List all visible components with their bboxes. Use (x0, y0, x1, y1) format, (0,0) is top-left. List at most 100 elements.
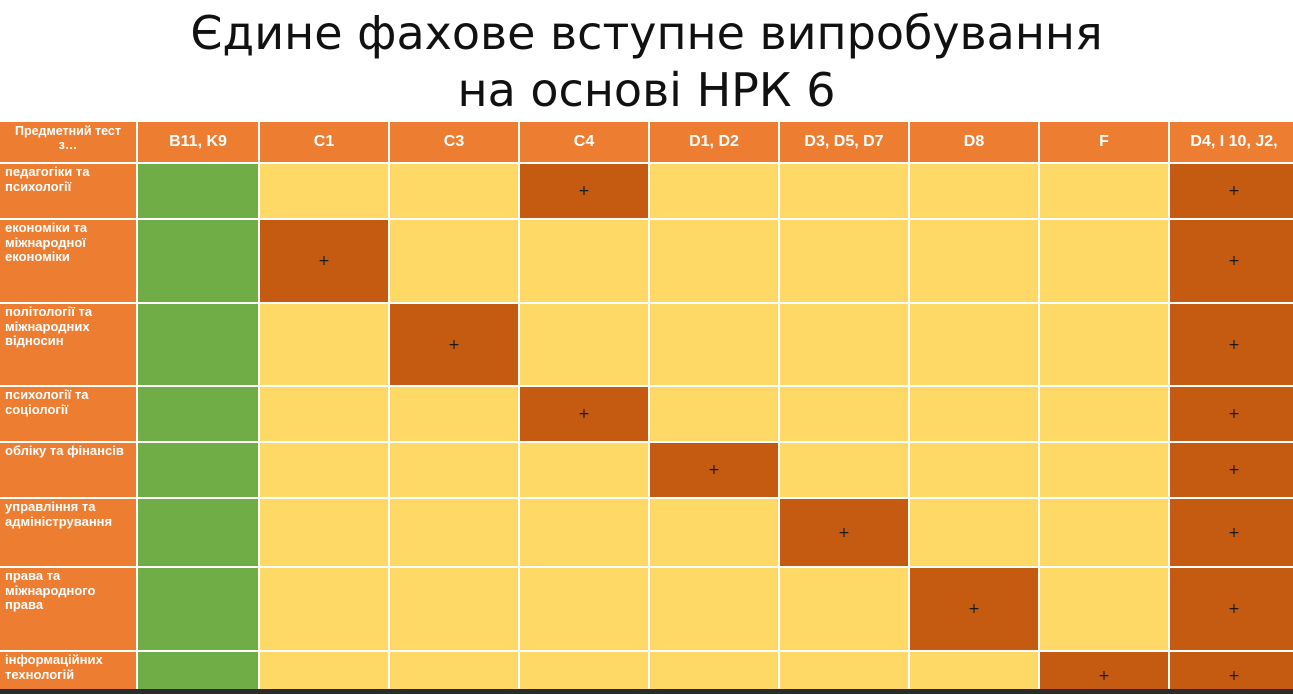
empty-cell (780, 387, 910, 443)
empty-cell (520, 304, 650, 387)
row-label: політології та міжнародних відносин (0, 304, 138, 387)
empty-cell (1040, 499, 1170, 568)
empty-cell (910, 164, 1040, 220)
plus-mark: + (1228, 601, 1240, 617)
empty-cell (780, 220, 910, 304)
empty-cell (390, 164, 520, 220)
row-label: управління та адміністрування (0, 499, 138, 568)
empty-cell (780, 164, 910, 220)
row-label: інформаційних технологій (0, 652, 138, 694)
column-header: B11, K9 (138, 122, 260, 164)
marked-cell: + (1170, 568, 1293, 652)
empty-cell (520, 652, 650, 694)
empty-cell (650, 568, 780, 652)
plus-mark: + (1228, 524, 1240, 541)
column-header: D8 (910, 122, 1040, 164)
marked-cell: + (520, 164, 650, 220)
green-cell (138, 387, 260, 443)
marked-cell: + (910, 568, 1040, 652)
green-cell (138, 499, 260, 568)
plus-mark: + (448, 336, 460, 353)
marked-cell: + (1170, 220, 1293, 304)
title-line-1: Єдине фахове вступне випробування (190, 6, 1103, 60)
empty-cell (910, 652, 1040, 694)
empty-cell (390, 387, 520, 443)
empty-cell (650, 220, 780, 304)
empty-cell (390, 499, 520, 568)
title-line-2: на основі НРК 6 (457, 63, 836, 117)
empty-cell (910, 499, 1040, 568)
plus-mark: + (1228, 253, 1240, 269)
green-cell (138, 220, 260, 304)
empty-cell (780, 652, 910, 694)
marked-cell: + (1170, 304, 1293, 387)
empty-cell (780, 443, 910, 499)
empty-cell (910, 304, 1040, 387)
marked-cell: + (520, 387, 650, 443)
empty-cell (260, 499, 390, 568)
row-label: педагогіки та психології (0, 164, 138, 220)
plus-mark: + (838, 524, 850, 541)
empty-cell (520, 568, 650, 652)
empty-cell (650, 304, 780, 387)
empty-cell (650, 164, 780, 220)
green-cell (138, 164, 260, 220)
column-header: F (1040, 122, 1170, 164)
row-label: права та міжнародного права (0, 568, 138, 652)
bottom-edge-bar (0, 689, 1293, 694)
marked-cell: + (780, 499, 910, 568)
plus-mark: + (1228, 336, 1240, 353)
empty-cell (260, 387, 390, 443)
marked-cell: + (1040, 652, 1170, 694)
marked-cell: + (260, 220, 390, 304)
marked-cell: + (650, 443, 780, 499)
corner-header: Предметний тест з… (0, 122, 138, 164)
empty-cell (1040, 164, 1170, 220)
column-header: C3 (390, 122, 520, 164)
empty-cell (910, 443, 1040, 499)
empty-cell (780, 304, 910, 387)
column-header: C1 (260, 122, 390, 164)
empty-cell (910, 220, 1040, 304)
plus-mark: + (1228, 668, 1240, 684)
marked-cell: + (390, 304, 520, 387)
marked-cell: + (1170, 499, 1293, 568)
plus-mark: + (578, 406, 590, 422)
empty-cell (1040, 220, 1170, 304)
empty-cell (1040, 387, 1170, 443)
marked-cell: + (1170, 652, 1293, 694)
empty-cell (1040, 568, 1170, 652)
plus-mark: + (968, 601, 980, 617)
marked-cell: + (1170, 387, 1293, 443)
green-cell (138, 443, 260, 499)
empty-cell (390, 220, 520, 304)
empty-cell (780, 568, 910, 652)
empty-cell (520, 443, 650, 499)
empty-cell (650, 499, 780, 568)
empty-cell (910, 387, 1040, 443)
green-cell (138, 568, 260, 652)
column-header: C4 (520, 122, 650, 164)
empty-cell (260, 304, 390, 387)
row-label: психології та соціології (0, 387, 138, 443)
green-cell (138, 652, 260, 694)
empty-cell (650, 387, 780, 443)
green-cell (138, 304, 260, 387)
plus-mark: + (708, 462, 720, 478)
empty-cell (1040, 443, 1170, 499)
plus-mark: + (1228, 183, 1240, 199)
row-label: економіки та міжнародної економіки (0, 220, 138, 304)
slide-title: Єдине фахове вступне випробування на осн… (0, 0, 1293, 122)
row-label: обліку та фінансів (0, 443, 138, 499)
column-header: D1, D2 (650, 122, 780, 164)
empty-cell (520, 499, 650, 568)
empty-cell (260, 164, 390, 220)
empty-cell (260, 568, 390, 652)
marked-cell: + (1170, 443, 1293, 499)
empty-cell (260, 652, 390, 694)
empty-cell (390, 568, 520, 652)
empty-cell (1040, 304, 1170, 387)
plus-mark: + (318, 253, 330, 269)
column-header: D3, D5, D7 (780, 122, 910, 164)
empty-cell (650, 652, 780, 694)
